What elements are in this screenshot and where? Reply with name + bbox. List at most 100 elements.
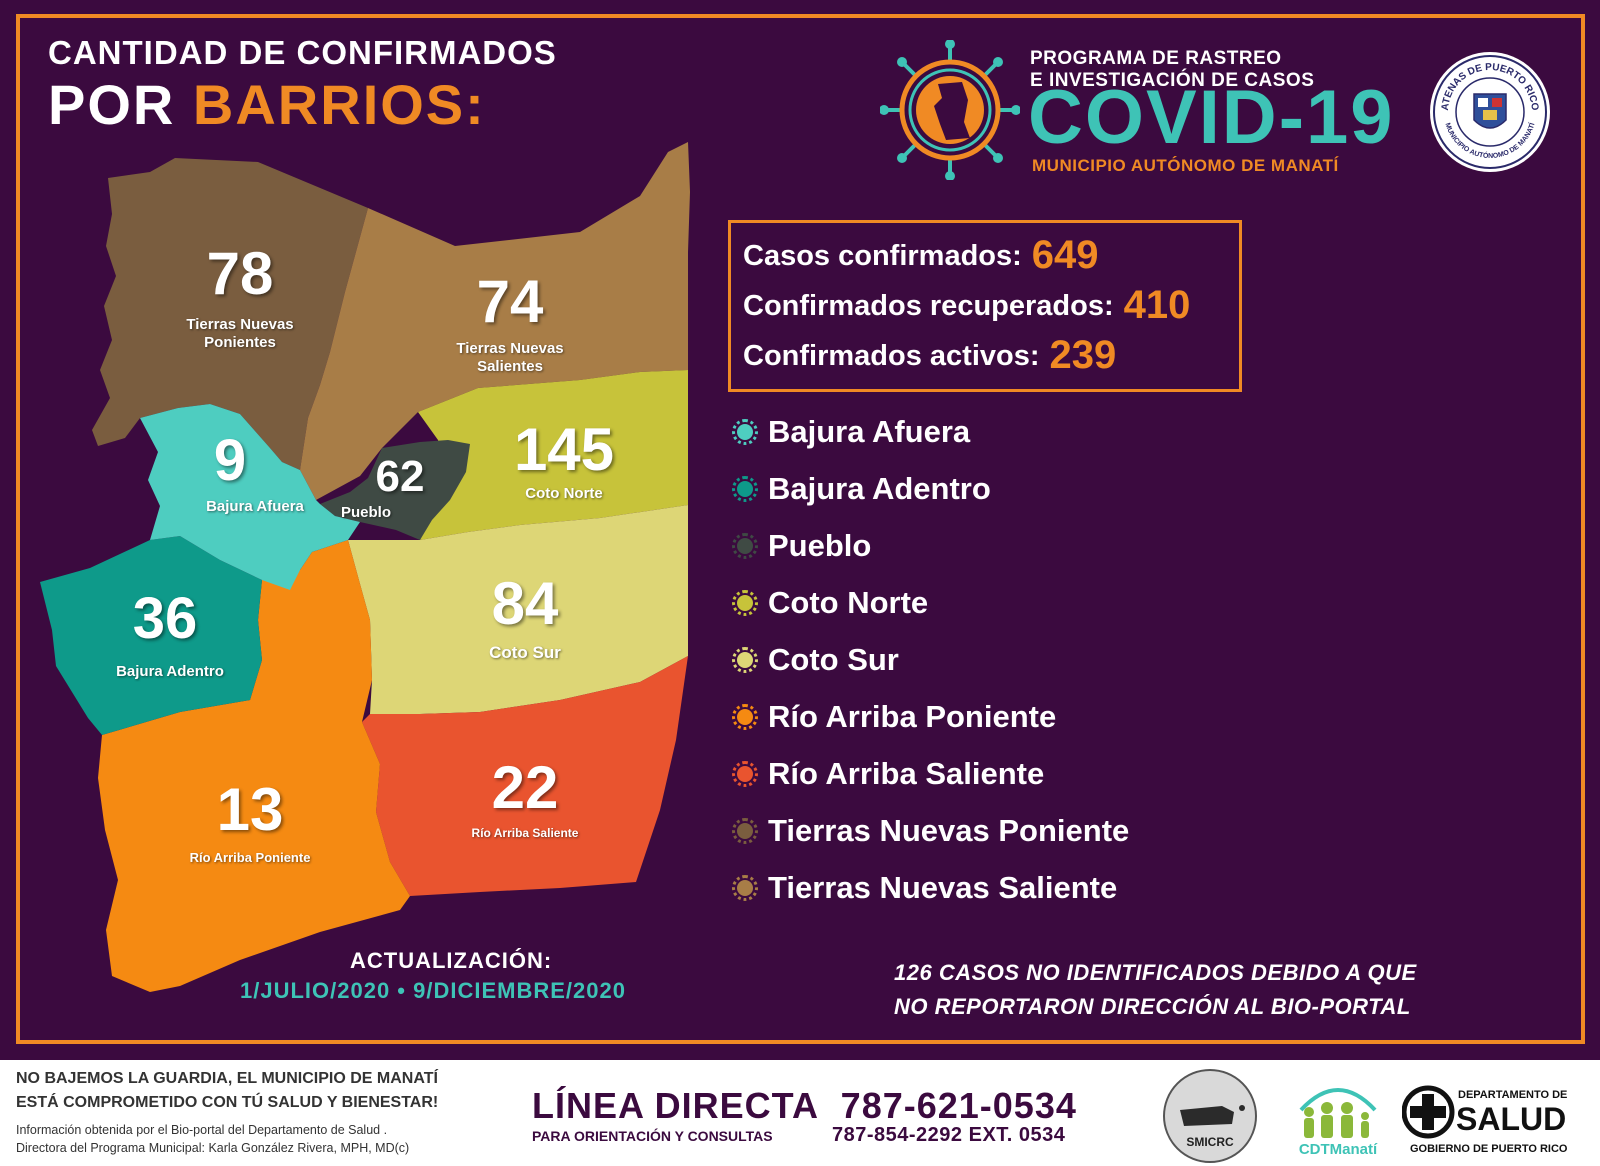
- stat-recovered-value: 410: [1123, 283, 1191, 327]
- legend-item: Tierras Nuevas Poniente: [732, 811, 1129, 851]
- footer-source: Información obtenida por el Bio-portal d…: [16, 1123, 388, 1137]
- salud-top-text: DEPARTAMENTO DE: [1458, 1089, 1567, 1101]
- legend-item: Bajura Adentro: [732, 469, 991, 509]
- legend-virus-icon: [732, 647, 758, 673]
- map-label-pueblo: Pueblo: [340, 504, 391, 521]
- map-count-bajura-afuera: 9: [213, 428, 247, 493]
- title-line-1: CANTIDAD DE CONFIRMADOS: [48, 34, 557, 71]
- map-label-tierras-nuevas-poniente: Tierras Nuevas Ponientes: [160, 316, 320, 352]
- legend-virus-icon: [732, 761, 758, 787]
- legend-label: Tierras Nuevas Poniente: [768, 813, 1130, 848]
- legend-label: Coto Sur: [768, 642, 899, 677]
- stat-recovered-label: Confirmados recuperados:: [743, 290, 1114, 322]
- map-label-line: Tierras Nuevas: [186, 316, 294, 333]
- region-tierras-nuevas-saliente: [300, 142, 690, 500]
- title-line-2: POR BARRIOS:: [48, 72, 486, 137]
- legend-virus-icon: [732, 476, 758, 502]
- legend-label: Bajura Adentro: [768, 471, 991, 506]
- stat-confirmed: Casos confirmados: 649: [743, 233, 1099, 278]
- title-por: POR: [48, 73, 176, 136]
- region-rio-arriba-poniente: [98, 540, 410, 992]
- barrios-map: [40, 142, 690, 992]
- stat-confirmed-label: Casos confirmados:: [743, 240, 1022, 272]
- legend-label: Pueblo: [768, 528, 872, 563]
- orange-frame: [16, 14, 1585, 1044]
- map-label-tierras-nuevas-saliente: Tierras Nuevas Salientes: [430, 340, 590, 376]
- legend-label: Coto Norte: [768, 585, 929, 620]
- cdt-text: CDTManatí: [1299, 1141, 1378, 1158]
- legend-item: Coto Sur: [732, 640, 899, 680]
- stat-active-value: 239: [1049, 333, 1117, 377]
- legend-item: Pueblo: [732, 526, 871, 566]
- salud-bottom-text: GOBIERNO DE PUERTO RICO: [1410, 1143, 1568, 1155]
- legend-label: Tierras Nuevas Saliente: [768, 870, 1118, 905]
- legend-item: Río Arriba Saliente: [732, 754, 1044, 794]
- salud-main-text: SALUD: [1456, 1101, 1566, 1137]
- legend-virus-icon: [732, 419, 758, 445]
- legend-virus-icon: [732, 533, 758, 559]
- stat-active-label: Confirmados activos:: [743, 340, 1040, 372]
- region-tierras-nuevas-poniente: [92, 158, 368, 470]
- note-line-1: 126 CASOS NO IDENTIFICADOS DEBIDO A QUE: [894, 960, 1417, 985]
- map-count-tierras-nuevas-saliente: 74: [476, 268, 544, 335]
- note-line-2: NO REPORTARON DIRECCIÓN AL BIO-PORTAL: [894, 994, 1411, 1019]
- smicrc-text: SMICRC: [1186, 1135, 1234, 1149]
- map-label-line: Salientes: [477, 358, 543, 375]
- footer-slogan-2: ESTÁ COMPROMETIDO CON TÚ SALUD Y BIENEST…: [16, 1094, 439, 1111]
- hotline-label: LÍNEA DIRECTA: [532, 1085, 818, 1126]
- map-label-bajura-afuera: Bajura Afuera: [206, 498, 304, 515]
- region-rio-arriba-saliente: [362, 656, 688, 896]
- stats-box: Casos confirmados: 649 Confirmados recupe…: [728, 220, 1242, 392]
- municipality-name: MUNICIPIO AUTÓNOMO DE MANATÍ: [1032, 156, 1339, 175]
- map-label-line: Tierras Nuevas: [456, 340, 564, 357]
- stat-active: Confirmados activos: 239: [743, 333, 1116, 378]
- map-count-rio-arriba-saliente: 22: [491, 754, 559, 821]
- covid-title: COVID-19: [1028, 75, 1395, 160]
- region-bajura-adentro: [40, 536, 262, 735]
- map-count-bajura-adentro: 36: [132, 586, 198, 651]
- map-label-bajura-adentro: Bajura Adentro: [116, 663, 224, 680]
- region-coto-sur: [348, 505, 688, 714]
- region-bajura-afuera: [140, 404, 360, 590]
- region-pueblo: [320, 440, 470, 540]
- footer-slogan-1: NO BAJEMOS LA GUARDIA, EL MUNICIPIO DE M…: [16, 1070, 438, 1087]
- stat-recovered: Confirmados recuperados: 410: [743, 283, 1190, 328]
- region-coto-norte: [418, 370, 688, 540]
- municipal-seal-logo: ATENAS DE PUERTO RICO MUNICIPIO AUTÓNOMO…: [1430, 52, 1550, 172]
- covid-virus-icon: [880, 40, 1020, 180]
- map-count-rio-arriba-poniente: 13: [216, 776, 284, 843]
- map-label-line: Ponientes: [204, 334, 276, 351]
- departamento-salud-logo: DEPARTAMENTO DE SALUD GOBIERNO DE PUERTO…: [1402, 1085, 1568, 1155]
- map-label-coto-norte: Coto Norte: [525, 485, 603, 502]
- smicrc-logo: SMICRC: [1163, 1069, 1257, 1163]
- legend-item: Coto Norte: [732, 583, 928, 623]
- map-label-coto-sur: Coto Sur: [489, 643, 561, 662]
- update-label: ACTUALIZACIÓN:: [350, 948, 553, 973]
- legend-label: Río Arriba Saliente: [768, 756, 1045, 791]
- legend-label: Bajura Afuera: [768, 414, 971, 449]
- footer-bar: [0, 1060, 1600, 1166]
- map-count-tierras-nuevas-poniente: 78: [206, 240, 274, 307]
- program-line-2: E INVESTIGACIÓN DE CASOS: [1030, 70, 1315, 91]
- legend-label: Río Arriba Poniente: [768, 699, 1057, 734]
- legend-item: Tierras Nuevas Saliente: [732, 868, 1117, 908]
- title-barrios: BARRIOS:: [192, 73, 486, 136]
- map-label-rio-arriba-poniente: Río Arriba Poniente: [189, 850, 311, 865]
- hotline: LÍNEA DIRECTA 787-621-0534: [532, 1085, 1077, 1127]
- map-count-coto-sur: 84: [491, 570, 559, 637]
- update-range: 1/JULIO/2020 • 9/DICIEMBRE/2020: [240, 978, 626, 1003]
- stat-confirmed-value: 649: [1031, 233, 1099, 277]
- cdt-manati-logo: CDTManatí: [1299, 1088, 1378, 1158]
- legend-item: Bajura Afuera: [732, 412, 970, 452]
- map-count-pueblo: 62: [375, 452, 425, 501]
- alt-phone-number[interactable]: 787-854-2292 EXT. 0534: [832, 1124, 1066, 1146]
- legend-item: Río Arriba Poniente: [732, 697, 1056, 737]
- legend-virus-icon: [732, 704, 758, 730]
- footer-director: Directora del Programa Municipal: Karla …: [16, 1141, 410, 1155]
- legend-virus-icon: [732, 590, 758, 616]
- hotline-number[interactable]: 787-621-0534: [840, 1085, 1077, 1126]
- map-label-rio-arriba-saliente: Río Arriba Saliente: [471, 826, 579, 840]
- legend-virus-icon: [732, 818, 758, 844]
- orientation-text: PARA ORIENTACIÓN Y CONSULTAS: [532, 1128, 773, 1144]
- legend-virus-icon: [732, 875, 758, 901]
